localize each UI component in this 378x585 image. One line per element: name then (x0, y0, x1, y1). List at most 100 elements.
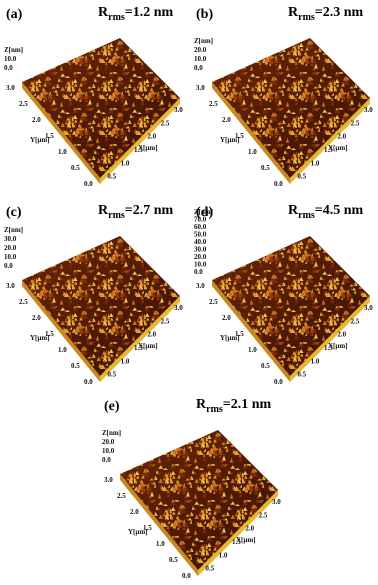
x-tick-label: 1.0 (121, 357, 130, 365)
z-tick-label: 10.0 (4, 253, 17, 261)
x-tick-label: 1.5 (134, 146, 143, 154)
x-tick-label: 0.5 (297, 371, 306, 379)
panel: (e) Rrms=2.1 nm20.010.00.0Z[nm]3.02.52.01… (102, 397, 281, 580)
rms-text: =2.7 nm (125, 203, 174, 218)
y-tick-label: 2.0 (32, 314, 41, 322)
y-tick-label: 0.0 (84, 180, 93, 188)
panel-label: (e) (104, 399, 120, 414)
y-tick-label: 1.5 (143, 524, 152, 532)
y-tick-label: 2.5 (19, 298, 28, 306)
panel-label: (c) (6, 205, 22, 220)
surface-texture (22, 236, 180, 376)
x-tick-label: 2.5 (161, 317, 170, 325)
rms-text: =4.5 nm (315, 203, 364, 218)
y-tick-label: 1.0 (248, 346, 257, 354)
surface-wall (212, 280, 290, 382)
x-tick-label: 0.5 (205, 565, 214, 573)
y-tick-label: 2.0 (130, 508, 139, 516)
y-axis-label: Y[µm] (128, 528, 148, 536)
x-axis-label: X[µm] (328, 342, 348, 350)
surface-texture (212, 38, 370, 178)
panel-label: (b) (196, 7, 213, 22)
x-tick-label: 1.5 (324, 344, 333, 352)
y-tick-label: 1.5 (45, 330, 54, 338)
rms-text: =1.2 nm (125, 5, 174, 20)
y-tick-label: 0.0 (274, 378, 283, 386)
x-tick-label: 1.0 (121, 159, 130, 167)
z-tick-label: 60.0 (194, 223, 207, 231)
panel-label: (d) (196, 205, 213, 220)
x-axis-label: X[µm] (236, 536, 256, 544)
x-axis-label: X[µm] (138, 144, 158, 152)
y-axis-label: Y[µm] (30, 334, 50, 342)
x-tick-label: 2.0 (337, 133, 346, 141)
z-tick-label: 0.0 (4, 262, 13, 270)
rms-symbol: R (98, 203, 109, 218)
surface-wall (212, 82, 290, 184)
x-tick-label: 3.0 (174, 106, 183, 114)
y-tick-label: 1.5 (235, 330, 244, 338)
x-axis-label: X[µm] (138, 342, 158, 350)
z-tick-label: 10.0 (102, 447, 115, 455)
surface-wall (100, 98, 180, 184)
y-tick-label: 0.0 (274, 180, 283, 188)
y-tick-label: 0.5 (169, 556, 178, 564)
surface-texture (22, 38, 180, 178)
z-tick-label: 30.0 (194, 246, 207, 254)
surface-wall (290, 98, 370, 184)
z-axis-label: Z[nm] (4, 46, 23, 54)
z-axis-label: Z[nm] (102, 429, 121, 437)
y-tick-label: 0.5 (71, 362, 80, 370)
y-tick-label: 2.0 (32, 116, 41, 124)
x-tick-label: 0.5 (297, 173, 306, 181)
z-tick-label: 0.0 (102, 456, 111, 464)
y-tick-label: 1.0 (58, 148, 67, 156)
rms-symbol: R (288, 5, 299, 20)
z-tick-label: 20.0 (4, 244, 17, 252)
panel: (d) Rrms=4.5 nm 70.060.050.040.030.020.010… (194, 203, 373, 386)
y-tick-label: 0.5 (261, 164, 270, 172)
rms-subscript: rms (206, 404, 223, 415)
y-axis-label: Y[µm] (30, 136, 50, 144)
rms-subscript: rms (298, 12, 315, 23)
surface-texture (120, 430, 278, 570)
z-tick-label: 40.0 (194, 238, 207, 246)
y-tick-label: 3.0 (196, 84, 205, 92)
z-axis-label: Z[nm] (194, 208, 213, 216)
rms-symbol: R (196, 397, 207, 412)
panel: (b) Rrms=2.3 nm20.010.00.0Z[nm]3.02.52.01… (194, 5, 373, 188)
x-tick-label: 2.5 (351, 317, 360, 325)
y-tick-label: 2.0 (222, 314, 231, 322)
z-tick-label: 10.0 (194, 261, 207, 269)
rms-symbol: R (288, 203, 299, 218)
y-tick-label: 3.0 (196, 282, 205, 290)
rms-symbol: R (98, 5, 109, 20)
x-tick-label: 2.0 (147, 331, 156, 339)
surface-wall (120, 474, 198, 576)
x-tick-label: 3.0 (272, 498, 281, 506)
surface-wall (290, 296, 370, 382)
y-axis-label: Y[µm] (220, 136, 240, 144)
y-tick-label: 0.5 (71, 164, 80, 172)
z-tick-label: 0.0 (194, 268, 203, 276)
rms-subscript: rms (108, 210, 125, 221)
x-tick-label: 1.0 (311, 159, 320, 167)
panel: (a) Rrms=1.2 nm10.00.0Z[nm]3.02.52.01.51.… (4, 5, 183, 188)
y-tick-label: 0.5 (261, 362, 270, 370)
surface-texture (212, 236, 370, 376)
surface-wall (22, 280, 100, 382)
x-tick-label: 2.0 (245, 525, 254, 533)
z-tick-label: 0.0 (4, 64, 13, 72)
x-tick-label: 1.0 (219, 551, 228, 559)
rms-subscript: rms (108, 12, 125, 23)
surface-wall (100, 296, 180, 382)
z-tick-label: 10.0 (4, 55, 17, 63)
x-tick-label: 2.5 (161, 119, 170, 127)
y-axis-label: Y[µm] (220, 334, 240, 342)
z-tick-label: 20.0 (194, 46, 207, 54)
x-tick-label: 0.5 (107, 371, 116, 379)
y-tick-label: 0.0 (182, 572, 191, 580)
y-tick-label: 1.5 (45, 132, 54, 140)
y-tick-label: 2.5 (19, 100, 28, 108)
x-tick-label: 1.0 (311, 357, 320, 365)
